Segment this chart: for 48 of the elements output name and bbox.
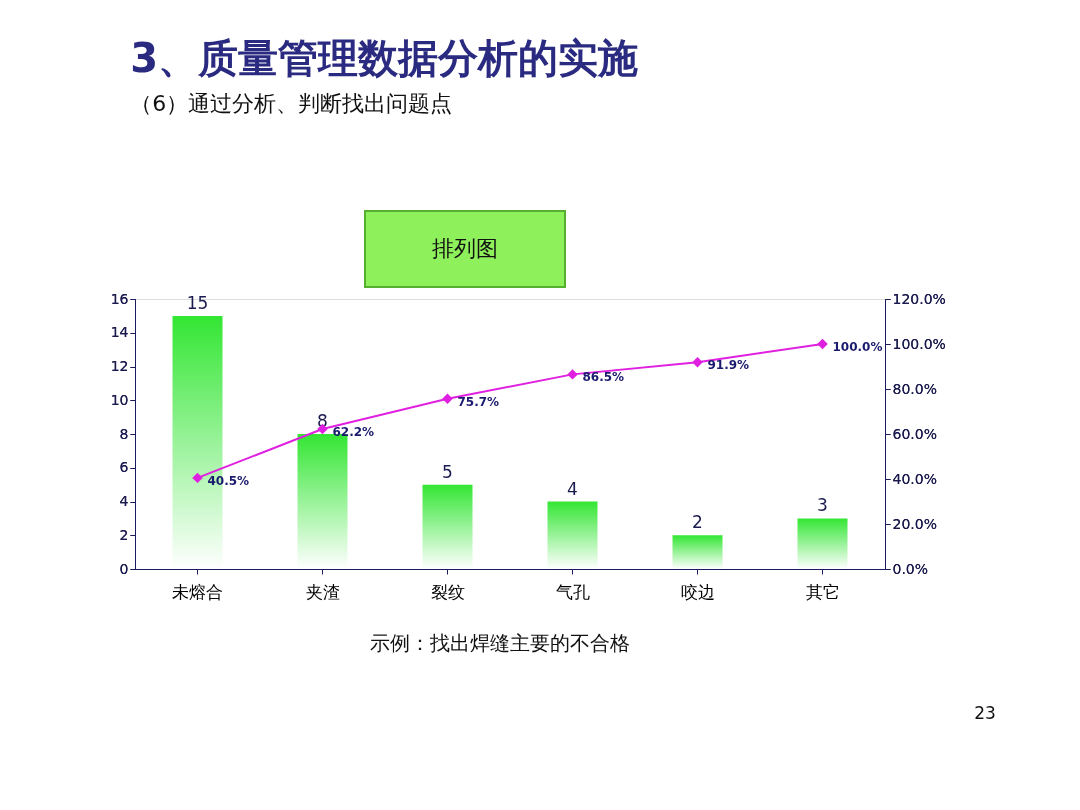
point bbox=[192, 472, 203, 484]
data-label: 2 bbox=[692, 512, 703, 533]
y-tick-label: 12 bbox=[110, 358, 129, 374]
y2-tick-label: 0.0% bbox=[892, 560, 929, 577]
point bbox=[442, 393, 453, 404]
data-label: 62.2% bbox=[332, 425, 375, 440]
y2-tick-label: 80.0% bbox=[892, 380, 937, 397]
data-label: 91.9% bbox=[707, 358, 750, 373]
chart-title: 3、质量管理数据分析的实施 bbox=[130, 35, 639, 81]
y2-tick-label: 40.0% bbox=[892, 470, 937, 487]
y2-tick-label: 20.0% bbox=[892, 515, 937, 532]
y-tick-label: 16 bbox=[110, 290, 129, 307]
chart-subtitle: （6）通过分析、判断找出问题点 bbox=[130, 91, 453, 116]
x-tick-label: 其它 bbox=[805, 581, 840, 602]
bar bbox=[797, 518, 848, 569]
x-tick-label: 裂纹 bbox=[430, 581, 465, 602]
point bbox=[567, 369, 578, 380]
y-tick-label: 14 bbox=[110, 324, 129, 341]
x-tick-label: 夹渣 bbox=[305, 581, 340, 602]
y-tick-label: 0 bbox=[119, 560, 129, 577]
y2-tick-label: 100.0% bbox=[892, 335, 946, 352]
y-tick-label: 2 bbox=[119, 526, 129, 543]
x-tick-label: 气孔 bbox=[555, 581, 590, 602]
bar bbox=[297, 434, 348, 569]
data-label: 4 bbox=[567, 478, 578, 499]
x-tick-label: 未熔合 bbox=[172, 581, 223, 602]
y-tick-label: 8 bbox=[119, 425, 129, 442]
bar bbox=[547, 501, 598, 569]
data-label: 5 bbox=[442, 461, 453, 482]
point bbox=[692, 356, 703, 368]
point bbox=[817, 338, 828, 350]
bar bbox=[422, 484, 473, 569]
data-label: 3 bbox=[817, 495, 828, 516]
y2-tick-label: 120.0% bbox=[892, 290, 946, 307]
data-label: 40.5% bbox=[207, 473, 250, 488]
y-tick-label: 10 bbox=[110, 391, 129, 408]
text: 示例：找出焊缝主要的不合格 bbox=[370, 631, 630, 655]
data-label: 15 bbox=[186, 292, 209, 313]
x-tick-label: 咬边 bbox=[680, 581, 715, 602]
data-label: 75.7% bbox=[457, 394, 500, 409]
bar bbox=[672, 535, 723, 569]
y-tick-label: 6 bbox=[119, 459, 129, 476]
y-tick-label: 4 bbox=[119, 493, 129, 509]
y2-tick-label: 60.0% bbox=[892, 425, 937, 442]
text: 23 bbox=[974, 703, 996, 723]
data-label: 100.0% bbox=[832, 340, 883, 354]
data-label: 86.5% bbox=[582, 370, 625, 385]
text: 排列图 bbox=[432, 236, 498, 261]
